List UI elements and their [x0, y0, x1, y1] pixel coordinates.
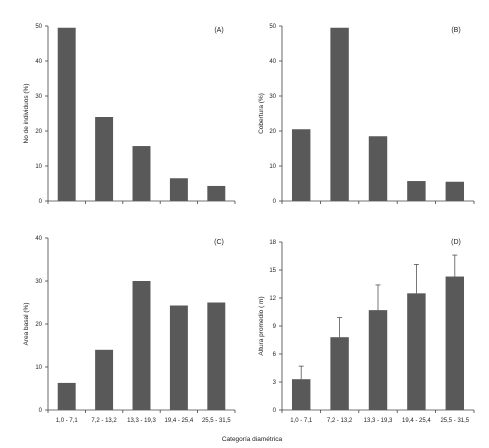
bar	[368, 310, 388, 410]
bar	[57, 382, 76, 410]
y-axis-label: No de individuos (%)	[23, 84, 30, 144]
bar	[407, 181, 426, 201]
chart-panel: 0 3 6 9 12 15 18 1,0 - 7,1 7,2 - 13,2 13,3 - 19,3…	[258, 239, 475, 424]
x-tick-label: 7,2 - 13,2	[91, 418, 117, 424]
panel-letter: (C)	[214, 239, 224, 246]
bar	[445, 181, 465, 201]
bar	[407, 293, 426, 410]
y-tick-label: 3	[273, 380, 277, 386]
bar	[169, 178, 188, 201]
bar	[445, 276, 465, 410]
x-tick-label: 1,0 - 7,1	[290, 418, 313, 424]
bar	[291, 379, 311, 410]
chart-panel: 0 10 20 30 40 50 Cobertura (%) (B)	[258, 24, 475, 205]
y-tick-label: 15	[269, 268, 276, 274]
y-tick-label: 12	[269, 296, 276, 302]
y-tick-label: 10	[35, 164, 42, 170]
panel-letter: (D)	[451, 239, 461, 246]
bar	[368, 136, 388, 201]
y-tick-label: 10	[269, 164, 276, 170]
x-tick-label: 13,3 - 19,3	[364, 418, 393, 424]
y-tick-label: 40	[35, 236, 42, 242]
y-tick-label: 20	[35, 129, 42, 135]
chart-panel: 0 10 20 30 40 50 No de individuos (%) (A)	[23, 24, 236, 205]
bar	[330, 337, 349, 410]
y-tick-label: 30	[269, 94, 276, 100]
y-tick-label: 30	[35, 94, 42, 100]
x-tick-label: 25,5 - 31,5	[440, 418, 469, 424]
y-tick-label: 0	[273, 408, 277, 414]
bar	[57, 27, 76, 201]
bar	[95, 117, 114, 201]
panel-letter: (A)	[214, 27, 223, 34]
bar	[169, 305, 188, 410]
figure-xlabel: Categoría diamétrica	[222, 436, 283, 443]
y-tick-label: 9	[273, 324, 277, 330]
bar	[207, 185, 226, 201]
bar	[291, 129, 311, 201]
bar	[95, 349, 114, 410]
chart-panel: 0 10 20 30 40 1,0 - 7,1 7,2 - 13,2 13,3 - 19,3 1…	[23, 236, 236, 424]
bar	[207, 302, 226, 410]
bar	[132, 146, 151, 201]
y-axis-label: Cobertura (%)	[258, 93, 265, 134]
y-tick-label: 0	[39, 199, 43, 205]
y-tick-label: 18	[269, 240, 276, 246]
y-tick-label: 40	[269, 59, 276, 65]
y-tick-label: 50	[35, 24, 42, 30]
bar	[132, 281, 151, 410]
bar	[330, 27, 349, 201]
y-tick-label: 0	[273, 199, 277, 205]
x-tick-label: 19,4 - 25,4	[165, 418, 194, 424]
y-tick-label: 0	[39, 408, 43, 414]
x-tick-label: 13,3 - 19,3	[127, 418, 156, 424]
y-tick-label: 50	[269, 24, 276, 30]
y-axis-label: Area basal (%)	[23, 303, 30, 346]
y-tick-label: 30	[35, 279, 42, 285]
y-tick-label: 20	[35, 322, 42, 328]
y-tick-label: 10	[35, 365, 42, 371]
y-tick-label: 6	[273, 352, 277, 358]
panel-letter: (B)	[451, 27, 460, 34]
x-tick-label: 25,5 - 31,5	[202, 418, 231, 424]
x-tick-label: 1,0 - 7,1	[56, 418, 79, 424]
y-tick-label: 20	[269, 129, 276, 135]
x-tick-label: 19,4 - 25,4	[402, 418, 431, 424]
x-tick-label: 7,2 - 13,2	[327, 418, 353, 424]
y-axis-label: Altura promedio ( m)	[258, 296, 265, 355]
y-tick-label: 40	[35, 59, 42, 65]
